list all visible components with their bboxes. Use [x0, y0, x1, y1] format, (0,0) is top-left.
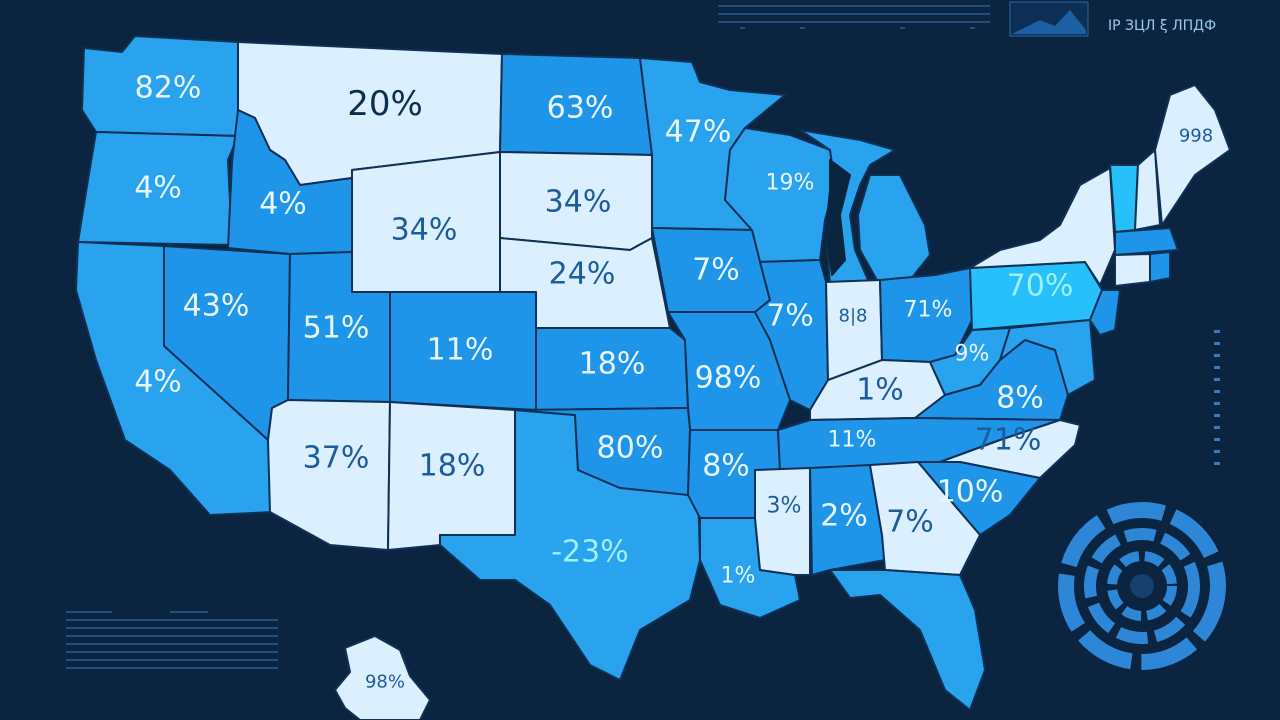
state-md[interactable] [999, 319, 1096, 396]
label-or: 4% [134, 171, 182, 206]
state-ca[interactable] [75, 241, 273, 516]
label-ky: 1% [856, 373, 904, 408]
hud-panel-top [1009, 1, 1089, 37]
hud-dots-right [1214, 330, 1220, 465]
state-nh[interactable] [1134, 149, 1161, 231]
label-wy: 34% [391, 213, 458, 248]
state-me[interactable] [1154, 84, 1231, 226]
label-ne: 24% [549, 257, 616, 292]
label-tx: -23% [551, 535, 629, 570]
state-vt[interactable] [1109, 164, 1139, 233]
state-il[interactable] [754, 259, 829, 411]
label-oh: 71% [904, 298, 953, 323]
hud-bars-left [66, 611, 278, 669]
hud-label: IP ЗЦЛ ξ ЛПДФ [1108, 18, 1216, 34]
label-ms: 3% [767, 494, 802, 519]
state-ga[interactable] [869, 461, 981, 576]
radar-gauge [1058, 502, 1226, 670]
label-wv: 9% [955, 342, 990, 367]
label-me: 998 [1179, 126, 1213, 147]
label-ok: 80% [597, 431, 664, 466]
label-ia: 7% [692, 253, 740, 288]
state-fl[interactable] [829, 569, 986, 711]
label-ca: 4% [134, 365, 182, 400]
label-wi: 19% [766, 171, 815, 196]
label-nc: 71% [975, 423, 1042, 458]
label-ks: 18% [579, 347, 646, 382]
label-id: 4% [259, 187, 307, 222]
label-il: 7% [766, 299, 814, 334]
label-mn: 47% [665, 115, 732, 150]
label-sc: 10% [937, 475, 1004, 510]
state-ok[interactable] [514, 407, 691, 496]
label-nm: 18% [419, 449, 486, 484]
label-va: 8% [996, 381, 1044, 416]
label-ga: 7% [886, 505, 934, 540]
state-nj[interactable] [1089, 289, 1121, 336]
hud-bars-top [718, 5, 990, 29]
state-ms[interactable] [754, 467, 811, 576]
lake-michigan [825, 159, 851, 276]
label-mt: 20% [347, 84, 423, 124]
label-ak: 98% [365, 672, 405, 693]
label-ar: 8% [702, 449, 750, 484]
label-tn: 11% [828, 428, 877, 453]
label-co: 11% [427, 333, 494, 368]
label-nd: 63% [547, 91, 614, 126]
state-ct[interactable] [1114, 253, 1151, 287]
label-sd: 34% [545, 185, 612, 220]
label-pa: 70% [1007, 269, 1074, 304]
label-wa: 82% [135, 71, 202, 106]
state-ma[interactable] [1114, 227, 1179, 256]
label-al: 2% [820, 499, 868, 534]
state-ak[interactable] [334, 635, 431, 720]
label-nv: 43% [183, 289, 250, 324]
label-mo: 98% [695, 361, 762, 396]
label-in: 8|8 [839, 306, 868, 327]
state-ri[interactable] [1149, 251, 1171, 283]
label-ut: 51% [303, 311, 370, 346]
label-la: 1% [721, 564, 756, 589]
state-mi-east[interactable] [857, 174, 931, 283]
label-az: 37% [303, 441, 370, 476]
